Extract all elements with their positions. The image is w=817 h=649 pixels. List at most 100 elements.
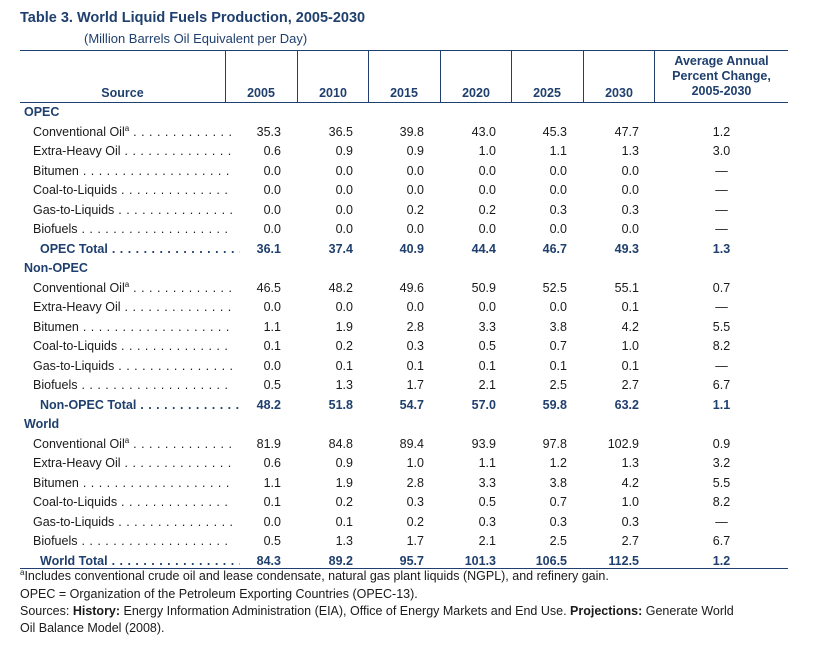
footnote-a-text: Includes conventional crude oil and leas… xyxy=(24,569,609,583)
table-cell: 2.7 xyxy=(621,534,639,548)
table-cell: 0.0 xyxy=(406,300,424,314)
table-cell: 57.0 xyxy=(471,397,496,412)
row-label: Coal-to-Liquids xyxy=(33,337,233,357)
table-cell: 1.0 xyxy=(478,144,496,158)
row-label: Conventional Oila xyxy=(33,435,233,455)
table-cell: 0.9 xyxy=(406,144,424,158)
table-cell: 102.9 xyxy=(607,436,639,451)
table-cell: 35.3 xyxy=(256,124,281,139)
table-row: Biofuels 0.0 0.0 0.0 0.0 0.0 0.0 — xyxy=(20,220,788,240)
table-cell: 0.0 xyxy=(335,163,353,178)
table-cell: 2.1 xyxy=(478,378,496,392)
table-title: Table 3. World Liquid Fuels Production, … xyxy=(20,10,366,26)
table-cell: 3.8 xyxy=(549,475,567,490)
table-cell: 0.3 xyxy=(406,495,424,509)
table-cell: 0.7 xyxy=(549,339,567,353)
row-label-text: Gas-to-Liquids xyxy=(33,514,115,529)
average-change-cell: — xyxy=(715,163,728,178)
table-cell: 0.0 xyxy=(263,300,281,314)
row-label-text: Coal-to-Liquids xyxy=(33,183,118,197)
table-row: Coal-to-Liquids 0.0 0.0 0.0 0.0 0.0 0.0 — xyxy=(20,181,788,201)
table-cell: 46.5 xyxy=(256,280,281,295)
table-cell: 1.3 xyxy=(335,378,353,392)
header-year: 2005 xyxy=(247,86,275,100)
table-cell: 46.7 xyxy=(542,241,567,256)
row-label: Bitumen xyxy=(33,318,233,338)
table-cell: 1.3 xyxy=(621,456,639,470)
table-cell: 51.8 xyxy=(328,397,353,412)
table-cell: 106.5 xyxy=(535,553,567,568)
table-cell: 0.2 xyxy=(335,339,353,353)
table-cell: 0.0 xyxy=(263,358,281,373)
header-top-rule xyxy=(20,50,788,51)
average-change-cell: — xyxy=(715,300,728,314)
table-cell: 0.7 xyxy=(549,495,567,509)
table-cell: 1.1 xyxy=(478,456,496,470)
table-cell: 0.2 xyxy=(406,202,424,217)
table-cell: 48.2 xyxy=(328,280,353,295)
table-row: Conventional Oila 35.3 36.5 39.8 43.0 45.3 47.… xyxy=(20,123,788,143)
table-cell: 112.5 xyxy=(608,553,639,568)
table-cell: 0.0 xyxy=(549,300,567,314)
column-divider xyxy=(654,50,655,102)
table-cell: 0.2 xyxy=(335,495,353,509)
table-cell: 0.0 xyxy=(478,300,496,314)
row-label-text: Conventional Oil xyxy=(33,280,125,295)
table-cell: 40.9 xyxy=(399,241,424,256)
table-cell: 0.0 xyxy=(549,183,567,197)
projections-text: Generate World xyxy=(642,604,734,618)
header-average-change: Average Annual Percent Change, 2005-2030 xyxy=(655,54,788,99)
table-cell: 0.3 xyxy=(406,339,424,353)
table-cell: 2.8 xyxy=(406,475,424,490)
table-cell: 0.5 xyxy=(263,534,281,548)
table-cell: 2.1 xyxy=(478,534,496,548)
table-cell: 1.2 xyxy=(549,456,567,470)
table-cell: 3.3 xyxy=(478,319,496,334)
header-average-line: 2005-2030 xyxy=(691,84,752,98)
table-row: Gas-to-Liquids 0.0 0.1 0.1 0.1 0.1 0.1 — xyxy=(20,357,788,377)
table-cell: 2.8 xyxy=(406,319,424,334)
table-cell: 0.6 xyxy=(263,144,281,158)
average-change-cell: 6.7 xyxy=(712,378,731,392)
table-cell: 0.0 xyxy=(335,222,353,236)
row-label: Gas-to-Liquids xyxy=(33,201,233,221)
total-row: OPEC Total 36.1 37.4 40.9 44.4 46.7 49.3 1.3 xyxy=(20,240,788,260)
projections-label: Projections: xyxy=(570,604,643,618)
table-cell: 0.3 xyxy=(478,514,496,529)
row-label: Gas-to-Liquids xyxy=(33,357,233,377)
total-label-text: OPEC Total xyxy=(40,241,108,256)
table-cell: 0.0 xyxy=(335,300,353,314)
row-label-text: Coal-to-Liquids xyxy=(33,495,118,509)
table-cell: 0.0 xyxy=(263,222,281,236)
average-change-cell: 1.3 xyxy=(712,241,731,256)
table-row: Bitumen 0.0 0.0 0.0 0.0 0.0 0.0 — xyxy=(20,162,788,182)
row-label: Extra-Heavy Oil xyxy=(33,142,233,162)
column-divider xyxy=(440,50,441,102)
average-change-cell: 0.7 xyxy=(712,280,731,295)
column-divider xyxy=(297,50,298,102)
table-cell: 0.0 xyxy=(263,163,281,178)
row-label-text: Conventional Oil xyxy=(33,436,125,451)
total-row: Non-OPEC Total 48.2 51.8 54.7 57.0 59.8 63.2 1.… xyxy=(20,396,788,416)
table-cell: 2.7 xyxy=(621,378,639,392)
table-cell: 2.5 xyxy=(549,378,567,392)
table-cell: 0.3 xyxy=(621,202,639,217)
table-cell: 84.3 xyxy=(256,553,281,568)
average-change-cell: 8.2 xyxy=(712,495,731,509)
row-label: Conventional Oila xyxy=(33,123,233,143)
row-label-text: Conventional Oil xyxy=(33,124,125,139)
table-cell: 1.3 xyxy=(335,534,353,548)
table-cell: 39.8 xyxy=(399,124,424,139)
average-change-cell: 5.5 xyxy=(712,475,731,490)
table-cell: 37.4 xyxy=(328,241,353,256)
table-cell: 0.1 xyxy=(549,358,567,373)
table-cell: 0.1 xyxy=(263,339,281,353)
average-change-cell: 6.7 xyxy=(712,534,731,548)
table-cell: 81.9 xyxy=(256,436,281,451)
history-text: Energy Information Administration (EIA),… xyxy=(120,604,571,618)
table-cell: 93.9 xyxy=(471,436,496,451)
footnote-marker: a xyxy=(20,568,25,577)
row-label-text: Biofuels xyxy=(33,378,78,392)
table-cell: 0.9 xyxy=(335,144,353,158)
row-label-text: Coal-to-Liquids xyxy=(33,339,118,353)
